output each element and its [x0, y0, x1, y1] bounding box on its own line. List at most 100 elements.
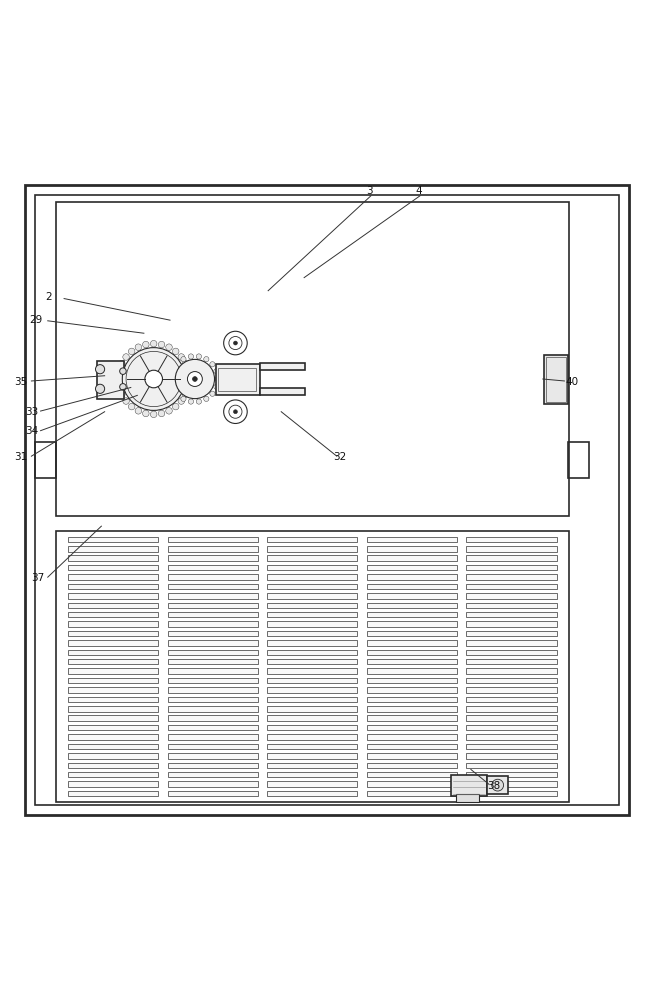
Bar [267, 593, 358, 599]
Circle shape [175, 362, 180, 367]
Circle shape [120, 384, 126, 390]
Bar [267, 621, 358, 627]
Bar [466, 697, 557, 702]
Circle shape [122, 348, 185, 410]
Circle shape [181, 396, 186, 401]
Bar [267, 697, 358, 702]
Circle shape [143, 341, 149, 348]
Bar [167, 678, 258, 683]
Text: 2: 2 [46, 292, 52, 302]
Bar [267, 753, 358, 759]
Bar [466, 706, 557, 712]
Bar [167, 659, 258, 664]
Bar [466, 650, 557, 655]
Bar [367, 715, 457, 721]
Bar [466, 744, 557, 749]
Bar [68, 584, 158, 589]
Bar [367, 546, 457, 552]
Bar [267, 537, 358, 542]
Text: 34: 34 [25, 426, 38, 436]
Circle shape [192, 377, 198, 381]
Bar [568, 442, 589, 478]
Bar [167, 640, 258, 646]
Bar [167, 753, 258, 759]
Bar [68, 687, 158, 693]
Bar [466, 565, 557, 570]
Bar [367, 706, 457, 712]
Circle shape [210, 391, 215, 396]
Circle shape [115, 376, 122, 382]
Circle shape [116, 368, 122, 374]
Bar [367, 640, 457, 646]
Circle shape [150, 340, 157, 347]
Circle shape [229, 336, 242, 350]
Circle shape [128, 403, 135, 410]
Circle shape [118, 391, 125, 398]
Circle shape [123, 398, 129, 404]
Circle shape [150, 411, 157, 418]
Text: 31: 31 [14, 452, 27, 462]
Bar [68, 734, 158, 740]
Bar [267, 659, 358, 664]
Circle shape [128, 348, 135, 355]
Bar [466, 574, 557, 580]
Bar [466, 763, 557, 768]
Circle shape [135, 408, 142, 414]
Circle shape [182, 360, 189, 367]
Text: 40: 40 [566, 377, 579, 387]
Bar [466, 640, 557, 646]
Circle shape [214, 384, 219, 389]
Bar [167, 772, 258, 777]
Bar [267, 584, 358, 589]
Bar [267, 734, 358, 740]
Bar [68, 565, 158, 570]
Bar [68, 781, 158, 787]
Bar [167, 546, 258, 552]
Bar [167, 715, 258, 721]
Bar [68, 753, 158, 759]
Bar [68, 546, 158, 552]
Circle shape [171, 384, 176, 389]
Circle shape [215, 376, 220, 382]
Bar [167, 650, 258, 655]
Bar [487, 776, 508, 794]
Bar [267, 715, 358, 721]
Text: 38: 38 [487, 781, 500, 791]
Bar [367, 697, 457, 702]
Bar [35, 195, 619, 805]
Bar [367, 574, 457, 580]
Bar [267, 546, 358, 552]
Bar [544, 355, 568, 404]
Bar [466, 659, 557, 664]
Bar [68, 621, 158, 627]
Bar [68, 772, 158, 777]
Bar [167, 565, 258, 570]
Circle shape [116, 384, 122, 390]
Circle shape [181, 357, 186, 362]
Circle shape [169, 376, 175, 382]
Text: 29: 29 [29, 315, 43, 325]
Circle shape [120, 368, 126, 374]
Bar [466, 603, 557, 608]
Bar [167, 555, 258, 561]
Bar [267, 574, 358, 580]
Bar [267, 772, 358, 777]
Circle shape [203, 396, 209, 401]
Circle shape [188, 354, 194, 359]
Bar [367, 781, 457, 787]
Bar [167, 744, 258, 749]
Circle shape [175, 391, 180, 396]
Circle shape [196, 354, 201, 359]
Bar [68, 668, 158, 674]
Bar [267, 706, 358, 712]
Circle shape [175, 359, 215, 399]
Bar [68, 640, 158, 646]
Circle shape [165, 408, 172, 414]
Bar [466, 668, 557, 674]
Bar [68, 791, 158, 796]
Text: 32: 32 [334, 452, 347, 462]
Bar [367, 668, 457, 674]
Bar [267, 781, 358, 787]
Bar [167, 781, 258, 787]
Bar [167, 621, 258, 627]
